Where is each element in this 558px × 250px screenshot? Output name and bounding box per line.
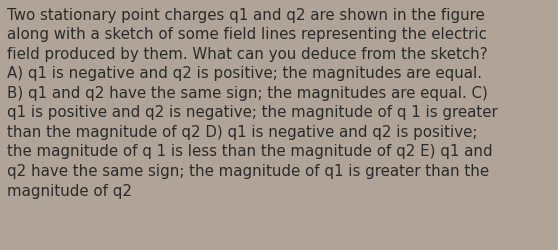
Text: Two stationary point charges q1 and q2 are shown in the figure
along with a sket: Two stationary point charges q1 and q2 a… bbox=[7, 8, 498, 198]
